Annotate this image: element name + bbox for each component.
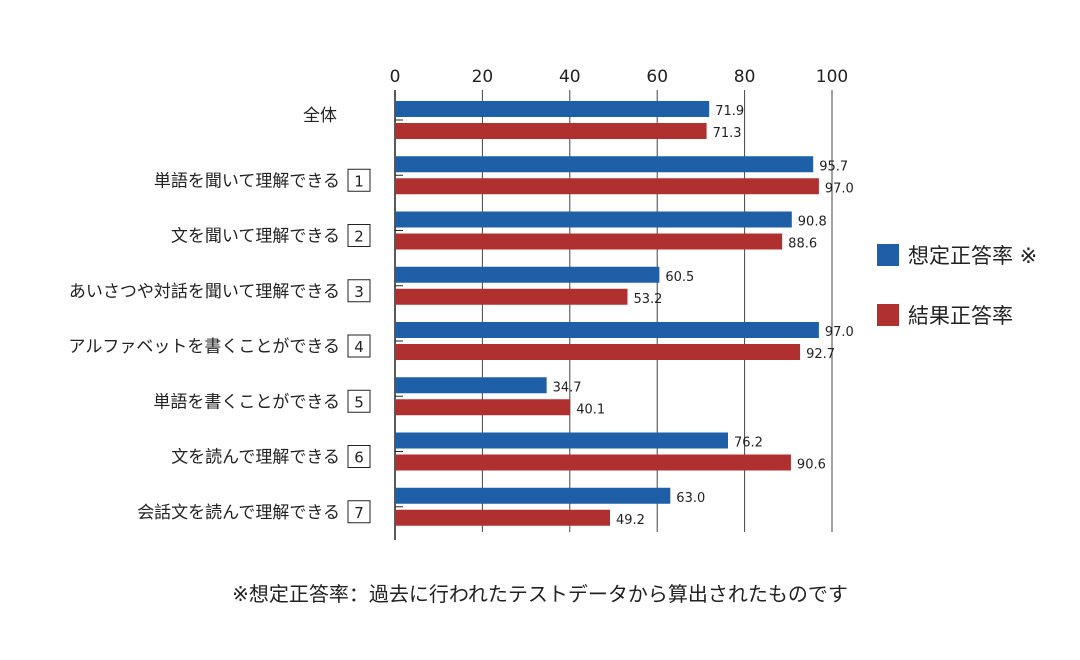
category-number-box bbox=[347, 334, 371, 358]
data-label: 90.6 bbox=[797, 458, 826, 473]
x-tick-label: 60 bbox=[646, 67, 668, 87]
category-number-box bbox=[347, 168, 371, 192]
data-label: 53.2 bbox=[633, 292, 662, 307]
x-tick-label: 100 bbox=[816, 67, 848, 87]
category-label: 会話文を読んで理解できる bbox=[137, 503, 340, 523]
x-tick-label: 80 bbox=[734, 67, 756, 87]
category-number-box bbox=[347, 500, 371, 524]
legend-label: 想定正答率 ※ bbox=[908, 244, 1037, 268]
data-label: 92.7 bbox=[806, 347, 835, 362]
bar bbox=[395, 454, 791, 471]
legend-label: 結果正答率 bbox=[908, 304, 1013, 328]
category-number: 7 bbox=[354, 504, 364, 522]
category-label: あいさつや対話を聞いて理解できる bbox=[69, 282, 340, 302]
data-label: 34.7 bbox=[553, 380, 582, 395]
category-number-box bbox=[347, 389, 371, 413]
data-label: 49.2 bbox=[616, 513, 645, 528]
category-number: 3 bbox=[354, 283, 364, 301]
bar bbox=[395, 156, 814, 173]
bar bbox=[395, 178, 819, 195]
data-label: 63.0 bbox=[676, 491, 705, 506]
category-number: 5 bbox=[354, 393, 364, 411]
category-label: 文を聞いて理解できる bbox=[171, 227, 340, 247]
bar bbox=[395, 288, 628, 305]
data-label: 76.2 bbox=[734, 436, 763, 451]
x-axis-ticks: 0 20 40 60 80 100 bbox=[390, 67, 849, 87]
x-tick-label: 20 bbox=[472, 67, 494, 87]
bar bbox=[395, 123, 707, 139]
bar bbox=[395, 344, 801, 360]
category-label: 全体 bbox=[303, 106, 337, 126]
bar bbox=[395, 322, 819, 338]
data-label: 97.0 bbox=[825, 325, 854, 340]
data-label: 97.0 bbox=[825, 181, 854, 196]
bar bbox=[395, 432, 728, 449]
bars: 71.9 71.3 95.7 97.0 90.8 88.6 60.553.2 97.0 92.7… bbox=[395, 101, 854, 528]
category-number: 6 bbox=[354, 449, 364, 467]
category-label: アルファベットを書くことができる bbox=[69, 337, 341, 357]
x-tick-label: 40 bbox=[559, 67, 581, 87]
category-labels: 全体 1 単語を聞いて理解できる 2 文を聞いて理解できる 3 あいさつや対話を聞いて理解で… bbox=[69, 106, 371, 524]
bar bbox=[395, 377, 547, 394]
data-label: 90.8 bbox=[798, 215, 827, 230]
category-number: 2 bbox=[354, 228, 364, 246]
legend-swatch bbox=[877, 304, 899, 326]
bar bbox=[395, 509, 611, 526]
data-label: 71.3 bbox=[713, 126, 742, 141]
category-number-box bbox=[347, 224, 371, 247]
legend-swatch bbox=[877, 244, 899, 266]
bar bbox=[395, 487, 671, 504]
data-label: 88.6 bbox=[788, 237, 817, 252]
data-label: 60.5 bbox=[665, 270, 694, 285]
data-label: 95.7 bbox=[819, 159, 848, 174]
category-number-box bbox=[347, 445, 371, 468]
category-label: 文を読んで理解できる bbox=[171, 448, 340, 468]
legend: 想定正答率 ※ 結果正答率 bbox=[877, 244, 1037, 328]
category-number-box bbox=[347, 279, 371, 303]
bar bbox=[395, 399, 571, 416]
data-label: 40.1 bbox=[576, 402, 605, 417]
bar bbox=[395, 211, 792, 228]
category-label: 単語を聞いて理解できる bbox=[154, 171, 340, 191]
category-number: 1 bbox=[354, 172, 364, 190]
category-label: 単語を書くことができる bbox=[153, 392, 340, 412]
data-label: 71.9 bbox=[715, 104, 744, 119]
x-tick-label: 0 bbox=[390, 67, 401, 87]
footnote: ※想定正答率：過去に行われたテストデータから算出されたものです bbox=[232, 582, 848, 606]
bar bbox=[395, 101, 710, 117]
bar bbox=[395, 233, 783, 250]
bar-chart: 0 20 40 60 80 100 71.9 71.3 95.7 97.0 90.8 88.6 60.… bbox=[69, 67, 1037, 540]
category-number: 4 bbox=[354, 338, 364, 356]
bar bbox=[395, 266, 660, 283]
